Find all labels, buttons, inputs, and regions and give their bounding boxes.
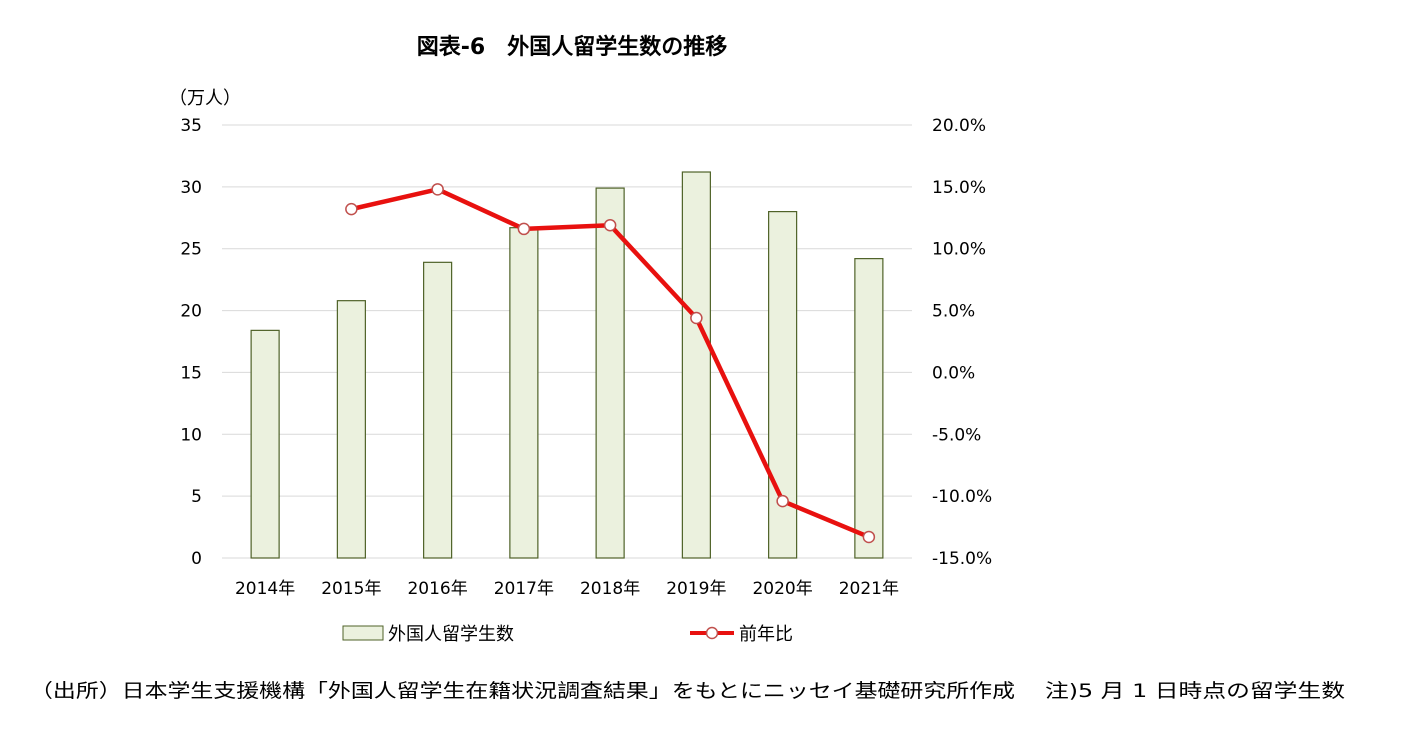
legend-line-label: 前年比	[739, 624, 793, 645]
x-tick-label: 2015年	[321, 579, 381, 599]
bar	[423, 261, 453, 559]
legend: 外国人留学生数 前年比	[342, 624, 793, 645]
right-tick-label: 0.0%	[932, 363, 975, 383]
right-tick-label: -15.0%	[932, 549, 992, 569]
line-point	[517, 222, 531, 236]
x-tick-label: 2018年	[580, 579, 640, 599]
bar	[681, 171, 711, 559]
left-tick-label: 20	[180, 302, 202, 322]
bar	[854, 258, 884, 559]
left-tick-label: 25	[180, 240, 202, 260]
bar	[250, 329, 280, 559]
left-axis-ticks: 0 5 10 15 20 25 30 35	[180, 116, 202, 569]
bar	[509, 227, 539, 559]
left-tick-label: 10	[180, 425, 202, 445]
legend-line-marker	[705, 626, 719, 640]
line-point	[603, 218, 617, 232]
date-note: 注)5 月 1 日時点の留学生数	[1045, 680, 1345, 702]
line-series	[345, 183, 876, 544]
x-tick-label: 2020年	[752, 579, 812, 599]
right-tick-label: 5.0%	[932, 302, 975, 322]
legend-bar-label: 外国人留学生数	[388, 624, 514, 645]
right-tick-label: 20.0%	[932, 116, 986, 136]
bar	[336, 300, 366, 559]
x-axis-ticks: 2014年 2015年 2016年 2017年 2018年 2019年 2020年 2021年	[235, 579, 899, 599]
line-point	[862, 530, 876, 544]
right-tick-label: 10.0%	[932, 240, 986, 260]
x-tick-label: 2017年	[494, 579, 554, 599]
line-point	[690, 311, 703, 325]
bar-series	[250, 171, 884, 559]
x-tick-label: 2016年	[407, 579, 467, 599]
chart-title: 図表-6 外国人留学生数の推移	[417, 34, 727, 60]
x-tick-label: 2019年	[666, 579, 726, 599]
legend-bar-swatch	[342, 625, 384, 641]
line-point	[431, 183, 444, 196]
line-point	[345, 202, 358, 216]
right-tick-label: -10.0%	[932, 487, 992, 507]
left-tick-label: 15	[180, 363, 202, 383]
left-tick-label: 5	[191, 487, 202, 507]
right-axis-ticks: -15.0% -10.0% -5.0% 0.0% 5.0% 10.0% 15.0% 20.0%	[932, 116, 992, 569]
bar	[595, 187, 625, 559]
x-tick-label: 2014年	[235, 579, 295, 599]
right-tick-label: 15.0%	[932, 178, 986, 198]
left-tick-label: 30	[180, 178, 202, 198]
left-tick-label: 35	[180, 116, 202, 136]
x-tick-label: 2021年	[839, 579, 899, 599]
left-tick-label: 0	[191, 549, 202, 569]
line-point	[776, 494, 789, 508]
left-axis-unit: （万人）	[169, 88, 241, 109]
gridlines	[222, 124, 912, 559]
right-tick-label: -5.0%	[932, 425, 981, 445]
source-note: （出所）日本学生支援機構「外国人留学生在籍状況調査結果」をもとにニッセイ基礎研究…	[30, 680, 1015, 702]
